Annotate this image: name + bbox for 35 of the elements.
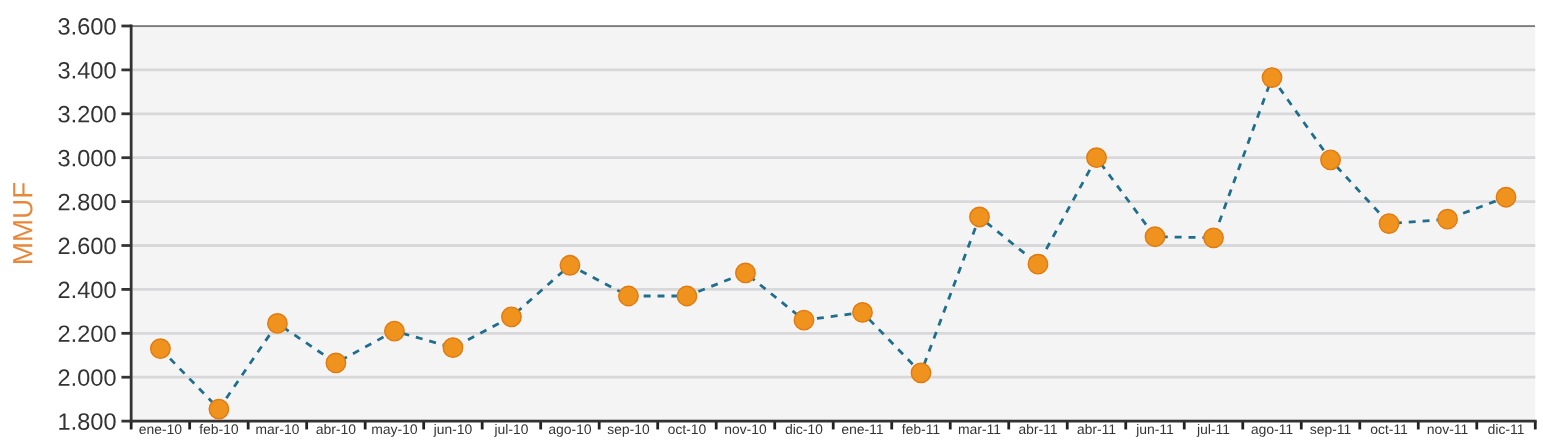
x-tick-label: ago-10 [548, 424, 592, 437]
y-tick-label: 3.200 [58, 105, 116, 123]
y-tick-label: 2.000 [58, 369, 116, 386]
x-tick-label: oct-10 [668, 424, 706, 435]
x-tick-label: dic-10 [785, 423, 823, 435]
x-tick-label: ene-11 [841, 424, 883, 435]
x-tick-label: abr-11 [1019, 423, 1057, 435]
x-tick-label: abr-10 [316, 423, 356, 435]
y-tick-label: 2.400 [58, 281, 116, 299]
y-tick-label: 3.400 [58, 61, 116, 79]
x-tick-label: dic-11 [1488, 423, 1524, 435]
y-tick-label: 2.800 [58, 193, 116, 211]
x-tick-label: ago-11 [1251, 424, 1293, 437]
y-tick-label: 1.800 [59, 413, 116, 430]
x-tick-label: feb-10 [199, 423, 239, 435]
y-tick-label: 3.000 [58, 149, 116, 167]
x-tick-label: jul-10 [494, 423, 528, 437]
x-tick-label: nov-11 [1427, 424, 1468, 435]
x-tick-label: feb-11 [902, 423, 940, 435]
x-tick-label: nov-10 [725, 424, 767, 435]
x-tick-label: sep-10 [607, 424, 650, 437]
x-tick-label: may-10 [372, 424, 418, 437]
x-tick-label: mar-11 [958, 424, 1001, 435]
x-tick-label: abr-11 [1077, 423, 1116, 435]
y-tick-label: 2.200 [58, 325, 116, 343]
x-tick-label: ene-10 [139, 424, 182, 435]
x-tick-label: sep-11 [1310, 424, 1351, 437]
y-tick-label: 2.600 [58, 237, 116, 255]
y-tick-label: 3.600 [58, 18, 116, 35]
y-axis-title: MMUF [13, 183, 33, 263]
x-tick-label: jun-10 [433, 423, 472, 437]
x-tick-label: oct-11 [1370, 424, 1408, 435]
x-tick-label: mar-10 [256, 424, 299, 435]
x-tick-label: jun-11 [1135, 423, 1174, 437]
x-tick-label: jul-11 [1196, 423, 1230, 437]
